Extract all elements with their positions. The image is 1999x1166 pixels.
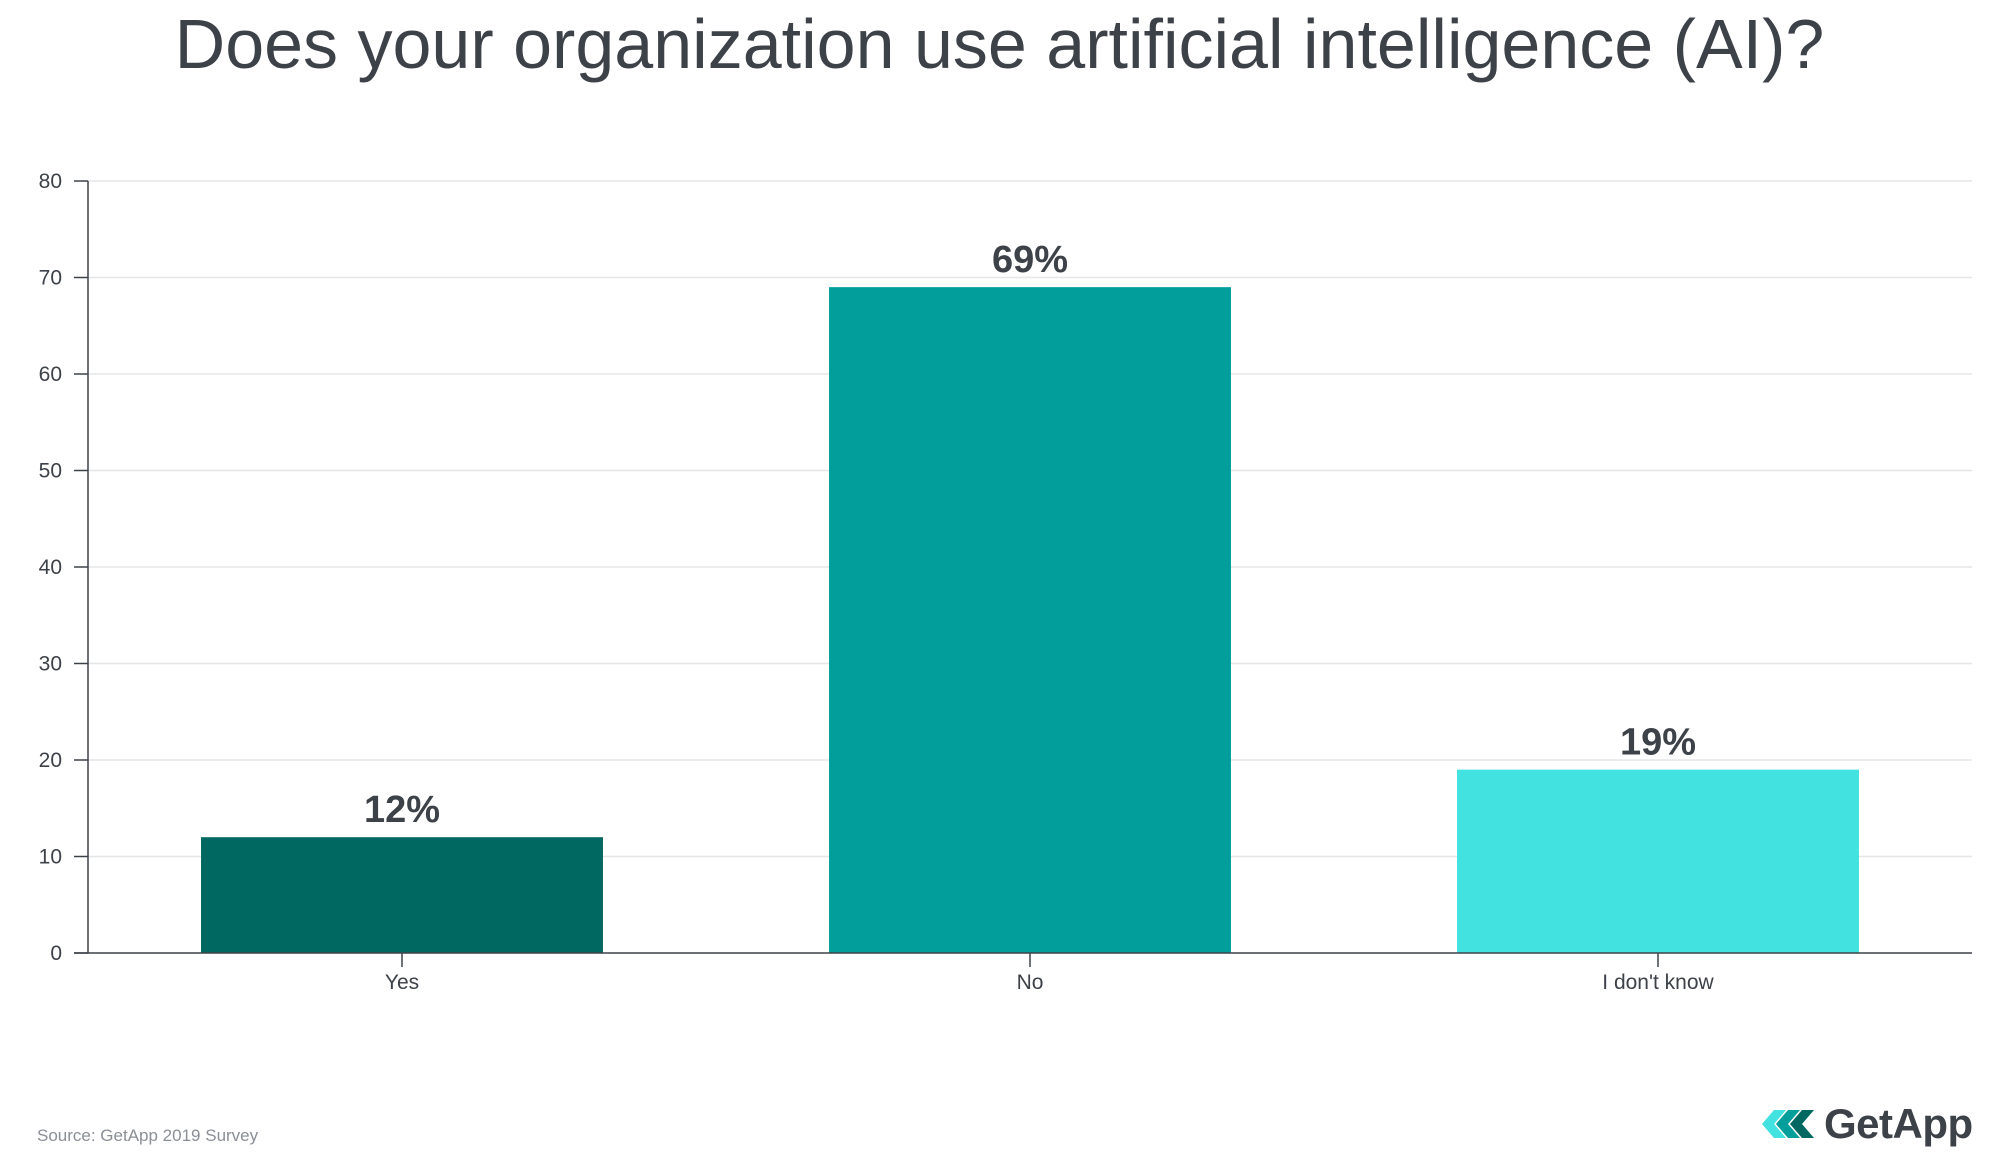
bars: 12% 69% 19% [201, 239, 1859, 953]
bar [1457, 769, 1859, 953]
chart-title: Does your organization use artificial in… [174, 5, 1825, 83]
y-tick-label: 10 [39, 846, 62, 869]
source-note: Source: GetApp 2019 Survey [37, 1126, 259, 1145]
y-tick-label: 30 [39, 653, 62, 676]
y-tick-label: 80 [39, 170, 62, 193]
bar [829, 287, 1231, 953]
bar [201, 837, 603, 953]
brand-name: GetApp [1824, 1100, 1973, 1147]
y-axis: 0 10 20 30 40 50 60 70 80 [39, 170, 89, 965]
y-tick-label: 60 [39, 363, 62, 386]
x-tick-label: Yes [385, 971, 419, 994]
y-tick-label: 0 [50, 942, 62, 965]
getapp-logo: GetApp [1762, 1100, 1973, 1148]
getapp-chevrons-icon [1762, 1110, 1814, 1138]
y-tick-label: 50 [39, 460, 62, 483]
y-tick-label: 20 [39, 749, 62, 772]
x-axis: Yes No I don't know [74, 952, 1972, 994]
y-tick-label: 70 [39, 267, 62, 290]
x-tick-label: I don't know [1602, 971, 1714, 994]
y-tick-label: 40 [39, 556, 62, 579]
x-tick-label: No [1017, 971, 1044, 994]
data-label: 19% [1620, 722, 1696, 764]
data-label: 12% [364, 789, 440, 831]
data-label: 69% [992, 239, 1068, 281]
